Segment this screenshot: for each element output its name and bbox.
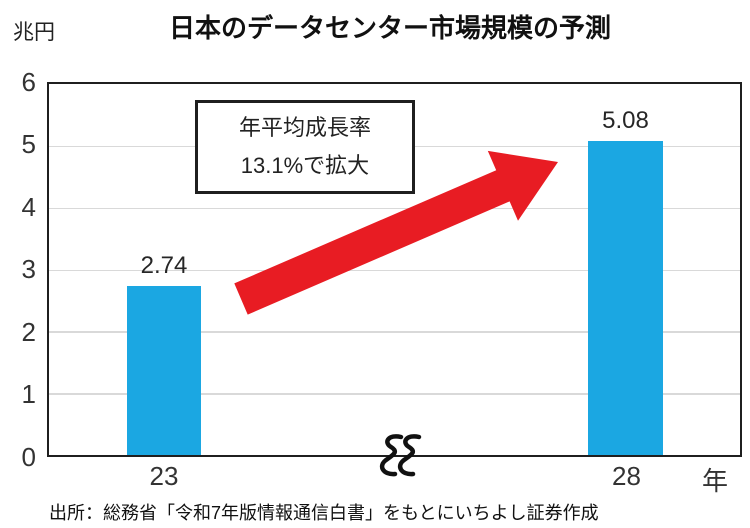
bar-value-label: 2.74 [140, 251, 188, 279]
y-tick-label: 6 [21, 67, 36, 97]
annotation-box: 年平均成長率 13.1%で拡大 [195, 100, 415, 194]
bar: 5.08 [588, 107, 663, 455]
y-tick-label: 3 [21, 254, 36, 284]
gridline [49, 393, 740, 395]
y-tick-label: 4 [21, 192, 36, 222]
gridline [49, 331, 740, 333]
y-tick-label: 1 [21, 379, 36, 409]
x-tick-label: 23 [149, 461, 179, 491]
y-tick-label: 5 [21, 129, 36, 159]
x-axis-unit-label: 年 [701, 466, 728, 496]
source-note: 出所：総務省「令和7年版情報通信白書」をもとにいちよし証券作成 [49, 503, 599, 523]
y-tick-label: 0 [21, 442, 36, 472]
y-tick-label: 2 [21, 317, 36, 347]
annotation-line1: 年平均成長率 [238, 115, 371, 140]
bar-value-label: 5.08 [602, 106, 649, 134]
x-tick-label: 28 [612, 461, 641, 491]
bar: 2.74 [127, 252, 201, 455]
annotation-line2: 13.1%で拡大 [240, 153, 370, 178]
y-axis-unit-label: 兆円 [13, 21, 55, 44]
chart-title: 日本のデータセンター市場規模の予測 [168, 13, 611, 43]
